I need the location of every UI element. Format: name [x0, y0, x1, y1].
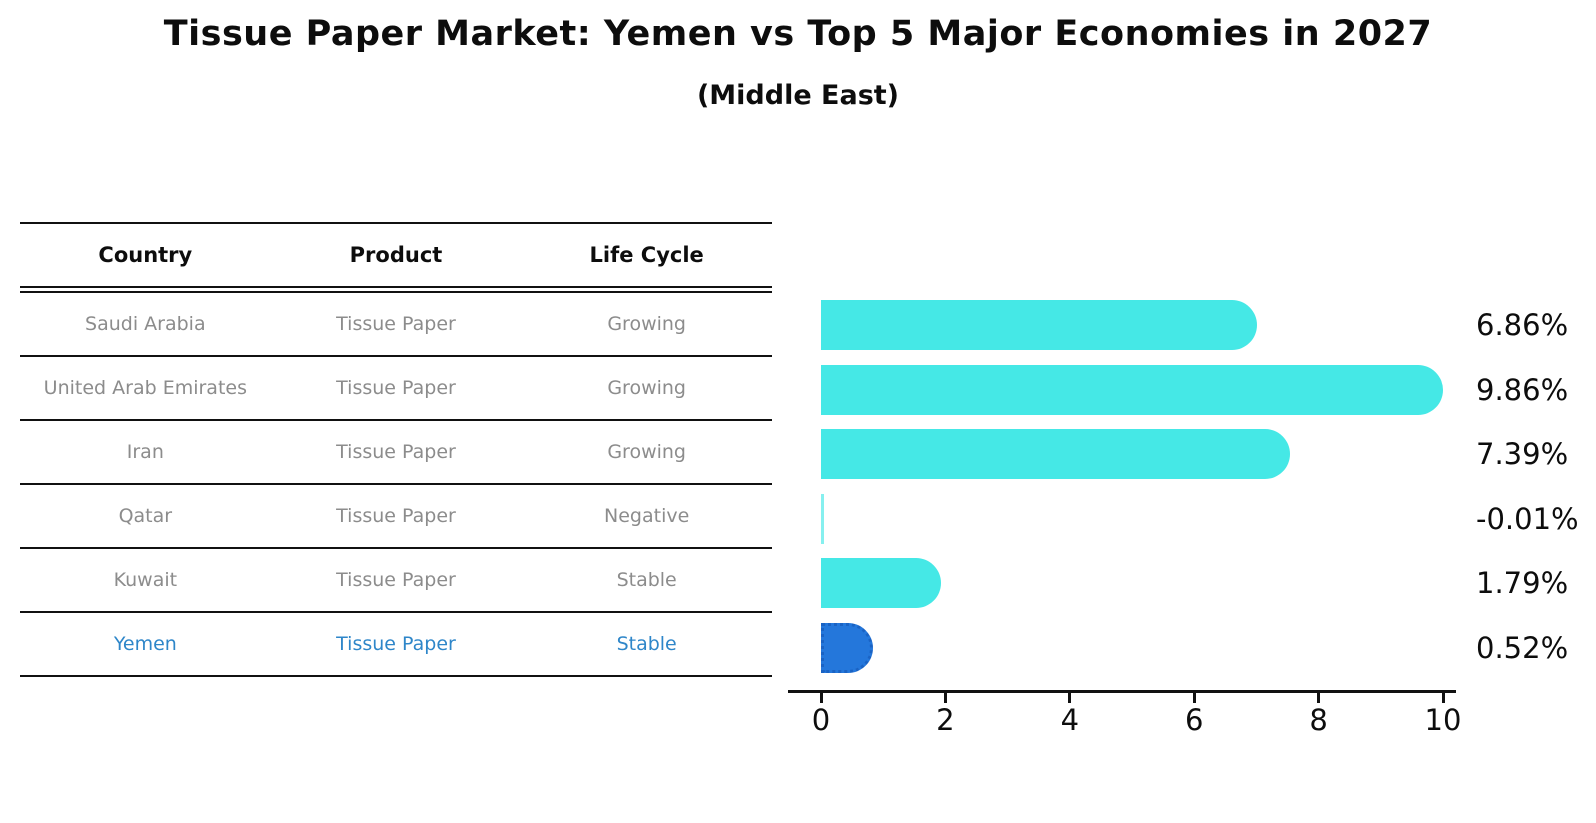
- x-tick-mark-2: [943, 693, 947, 703]
- cell-country: Yemen: [113, 633, 177, 655]
- x-tick-label-6: 6: [1184, 703, 1204, 737]
- column-header-country: Country: [98, 243, 193, 267]
- table-row-saudi-arabia: Saudi Arabia Tissue Paper Growing: [20, 293, 772, 357]
- chart-title: Tissue Paper Market: Yemen vs Top 5 Majo…: [163, 14, 1433, 54]
- column-header-life-cycle: Life Cycle: [589, 243, 704, 267]
- cell-product: Tissue Paper: [336, 377, 456, 399]
- x-tick-label-0: 0: [811, 703, 831, 737]
- cell-life-cycle: Negative: [604, 505, 690, 527]
- country-table: Country Product Life Cycle Saudi Arabia T…: [20, 222, 772, 677]
- cell-life-cycle: Growing: [607, 377, 686, 399]
- bar-united-arab-emirates: [821, 364, 1444, 415]
- x-tick-mark-4: [1068, 693, 1072, 703]
- x-tick-mark-6: [1192, 693, 1196, 703]
- cell-product: Tissue Paper: [336, 569, 456, 591]
- x-tick-label-10: 10: [1424, 703, 1462, 737]
- x-tick-label-2: 2: [936, 703, 955, 737]
- bar-yemen: [821, 622, 873, 673]
- cell-country: Iran: [126, 441, 164, 463]
- table-row-qatar: Qatar Tissue Paper Negative: [20, 485, 772, 549]
- cell-country: Qatar: [118, 505, 173, 527]
- value-label-yemen: 0.52%: [1476, 630, 1569, 665]
- value-label-united-arab-emirates: 9.86%: [1476, 372, 1569, 407]
- bar-saudi-arabia: [821, 300, 1257, 350]
- value-label-iran: 7.39%: [1476, 437, 1569, 471]
- cell-product: Tissue Paper: [336, 505, 456, 527]
- bar-qatar: [821, 493, 824, 544]
- value-label-saudi-arabia: 6.86%: [1476, 308, 1569, 342]
- cell-life-cycle: Stable: [616, 569, 677, 591]
- x-tick-label-8: 8: [1309, 703, 1328, 737]
- table-row-yemen: Yemen Tissue Paper Stable: [20, 613, 772, 677]
- cell-country: United Arab Emirates: [43, 377, 247, 399]
- chart-subtitle: (Middle East): [696, 80, 900, 111]
- x-axis-line: [788, 690, 1456, 693]
- cell-life-cycle: Growing: [607, 441, 686, 463]
- column-header-product: Product: [349, 243, 443, 267]
- table-row-kuwait: Kuwait Tissue Paper Stable: [20, 549, 772, 613]
- cell-product: Tissue Paper: [336, 633, 456, 655]
- value-label-qatar: -0.01%: [1476, 501, 1579, 536]
- cell-country: Kuwait: [113, 569, 178, 591]
- cell-product: Tissue Paper: [336, 313, 456, 335]
- value-label-kuwait: 1.79%: [1476, 566, 1569, 600]
- table-row-united-arab-emirates: United Arab Emirates Tissue Paper Growing: [20, 357, 772, 421]
- cell-product: Tissue Paper: [336, 441, 456, 463]
- country-table-header: Country Product Life Cycle: [20, 224, 772, 293]
- cell-life-cycle: Growing: [607, 313, 686, 335]
- x-tick-mark-10: [1441, 693, 1445, 703]
- bar-iran: [821, 429, 1290, 479]
- cell-life-cycle: Stable: [616, 633, 677, 655]
- bar-kuwait: [821, 558, 942, 608]
- x-tick-mark-8: [1317, 693, 1321, 703]
- x-tick-mark-0: [819, 693, 823, 703]
- x-tick-label-4: 4: [1060, 703, 1080, 737]
- cell-country: Saudi Arabia: [85, 313, 206, 335]
- table-row-iran: Iran Tissue Paper Growing: [20, 421, 772, 485]
